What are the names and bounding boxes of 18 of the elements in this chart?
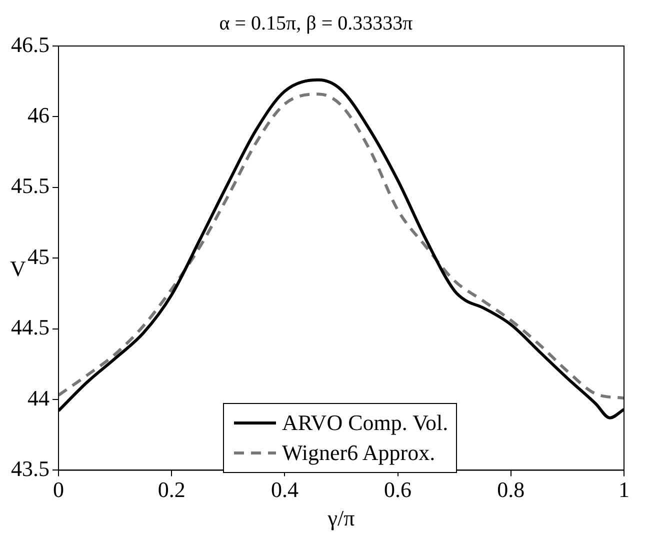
legend-label: Wigner6 Approx. [282, 439, 436, 467]
y-tick-label: 46 [28, 102, 50, 128]
x-tick-label: 0.8 [497, 477, 525, 502]
x-tick-label: 0.4 [270, 477, 298, 502]
x-tick-label: 0.2 [158, 477, 186, 502]
legend-label: ARVO Comp. Vol. [282, 409, 448, 437]
x-axis-title: γ/π [326, 506, 355, 531]
x-tick-label: 0.6 [384, 477, 412, 502]
x-tick-label: 1 [618, 477, 630, 502]
y-tick-label: 43.5 [11, 456, 50, 481]
y-axis-title: V [10, 256, 26, 282]
y-tick-label: 46.5 [11, 32, 50, 57]
chart-title: α = 0.15π, β = 0.33333π [219, 12, 413, 34]
y-tick-label: 45 [28, 244, 50, 269]
y-tick-label: 44 [28, 385, 50, 410]
y-tick-label: 45.5 [11, 173, 50, 198]
y-tick-label: 44.5 [11, 314, 50, 340]
x-tick-label: 0 [53, 477, 64, 502]
